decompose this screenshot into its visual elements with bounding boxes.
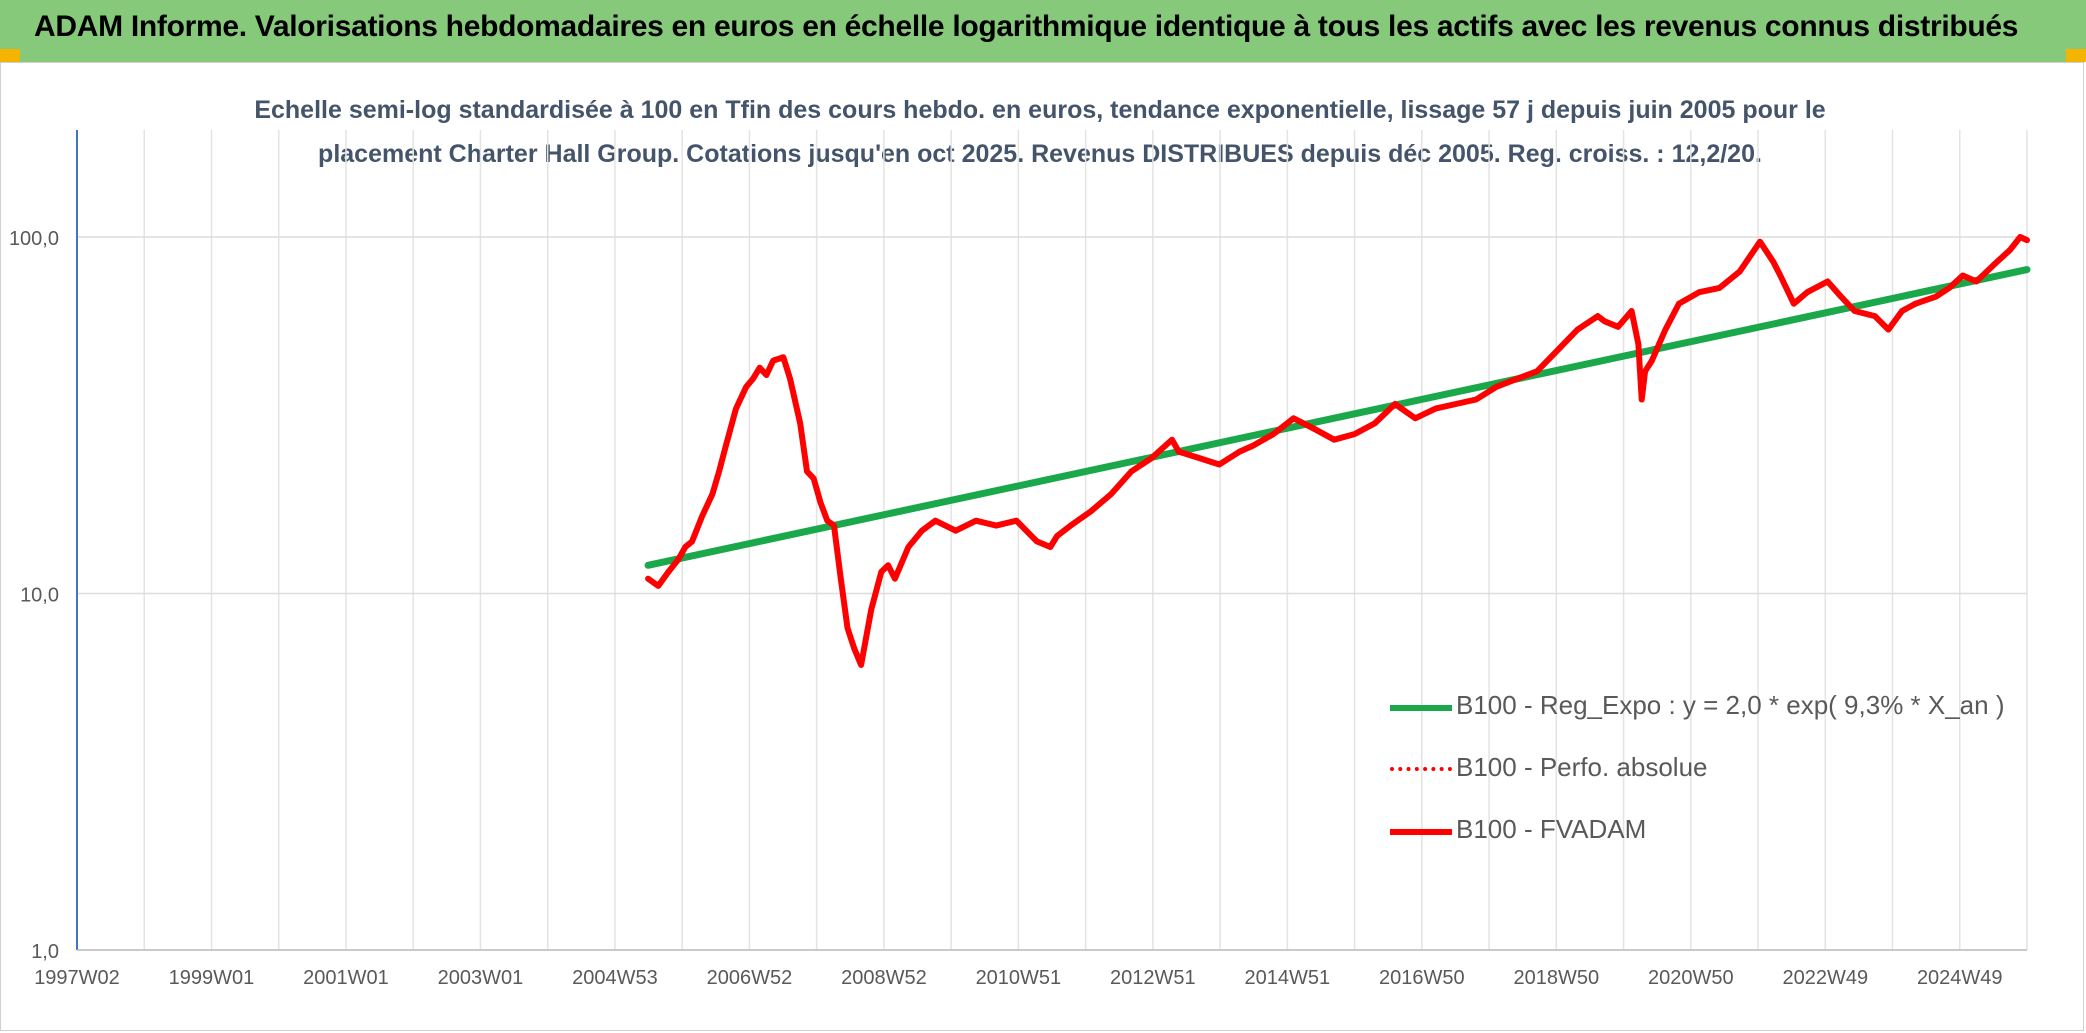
chart-subtitle: Echelle semi-log standardisée à 100 en T…	[200, 88, 1880, 176]
series-line-fvadam	[645, 234, 2030, 668]
legend-label-regression: B100 - Reg_Expo : y = 2,0 * exp( 9,3% * …	[1456, 690, 2005, 720]
legend-swatch-dotted-red	[1390, 767, 1452, 771]
y-tick-label: 10,0	[20, 585, 59, 607]
y-tick-label: 1,0	[31, 941, 59, 963]
report-header-bar: ADAM Informe. Valorisations hebdomadaire…	[0, 0, 2086, 62]
corner-marker-left	[0, 49, 20, 62]
x-tick-label: 2008W52	[841, 967, 927, 989]
legend-label-absolute-perf: B100 - Perfo. absolue	[1456, 752, 1708, 782]
x-tick-label: 2004W53	[572, 967, 658, 989]
chart-frame	[0, 62, 2084, 1031]
series-line-regression	[644, 266, 2031, 569]
report-title: ADAM Informe. Valorisations hebdomadaire…	[34, 10, 2019, 43]
x-tick-label: 2022W49	[1782, 967, 1868, 989]
x-tick-label: 2006W52	[707, 967, 793, 989]
legend-item-fvadam: B100 - FVADAM	[1390, 814, 1646, 845]
x-tick-label: 2012W51	[1110, 967, 1196, 989]
x-tick-label: 2010W51	[976, 967, 1062, 989]
corner-marker-right	[2066, 49, 2086, 62]
legend-swatch-solid-green	[1390, 705, 1452, 711]
x-tick-label: 2003W01	[438, 967, 524, 989]
chart-subtitle-line-2: placement Charter Hall Group. Cotations …	[318, 140, 1762, 168]
chart-subtitle-line-1: Echelle semi-log standardisée à 100 en T…	[254, 96, 1826, 124]
legend-item-regression: B100 - Reg_Expo : y = 2,0 * exp( 9,3% * …	[1390, 690, 2005, 721]
x-tick-label: 2020W50	[1648, 967, 1734, 989]
x-tick-label: 1997W02	[34, 967, 120, 989]
y-tick-label: 100,0	[9, 228, 59, 250]
x-tick-label: 2001W01	[303, 967, 389, 989]
x-tick-label: 2016W50	[1379, 967, 1465, 989]
x-tick-label: 2024W49	[1917, 967, 2003, 989]
legend-label-fvadam: B100 - FVADAM	[1456, 814, 1647, 844]
legend-item-absolute-perf: B100 - Perfo. absolue	[1390, 752, 1708, 783]
x-tick-label: 1999W01	[169, 967, 255, 989]
x-tick-label: 2014W51	[1245, 967, 1331, 989]
x-tick-label: 2018W50	[1513, 967, 1599, 989]
legend-swatch-solid-red	[1390, 829, 1452, 835]
